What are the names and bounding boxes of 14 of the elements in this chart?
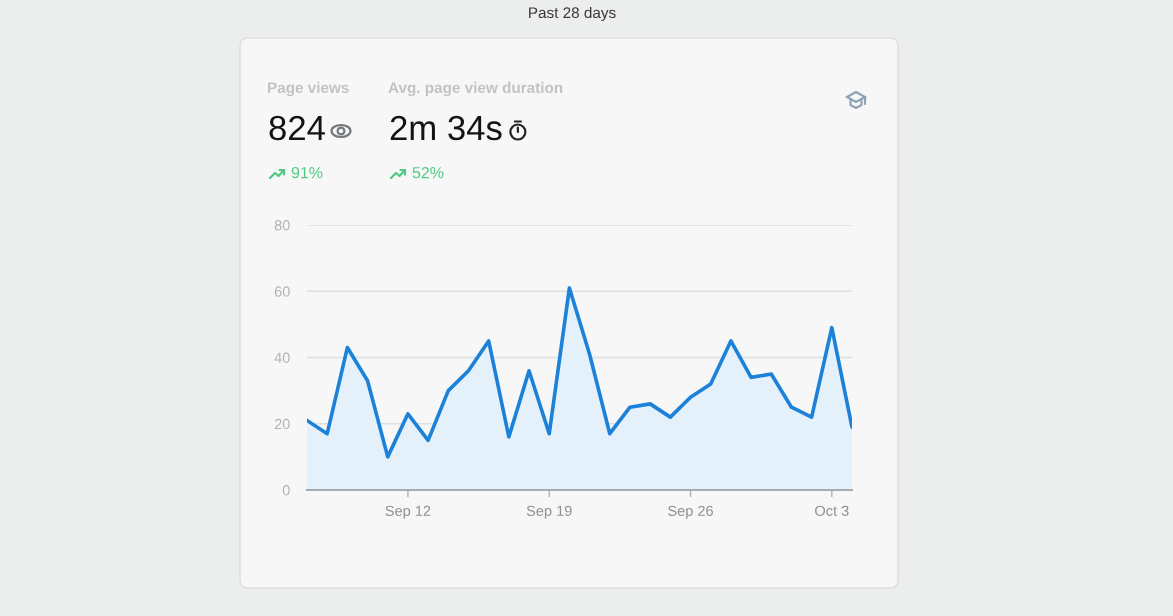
text: 91% [291,166,323,179]
text: 2m 34s [390,115,502,141]
text: 52% [412,166,444,179]
text: Past 28 days [529,6,616,22]
y-tick-label: 60 [274,286,290,297]
y-tick-label: 20 [274,418,290,430]
x-tick-label: Sep 12 [385,505,431,519]
x-tick-label: Sep 19 [526,505,572,519]
text: 824 [269,115,325,141]
x-tick-label: Sep 26 [668,505,713,519]
y-tick-label: 80 [274,220,290,231]
x-tick-label: Oct 3 [815,505,849,516]
y-tick-label: 40 [274,352,290,363]
y-tick-label: 0 [282,485,290,496]
